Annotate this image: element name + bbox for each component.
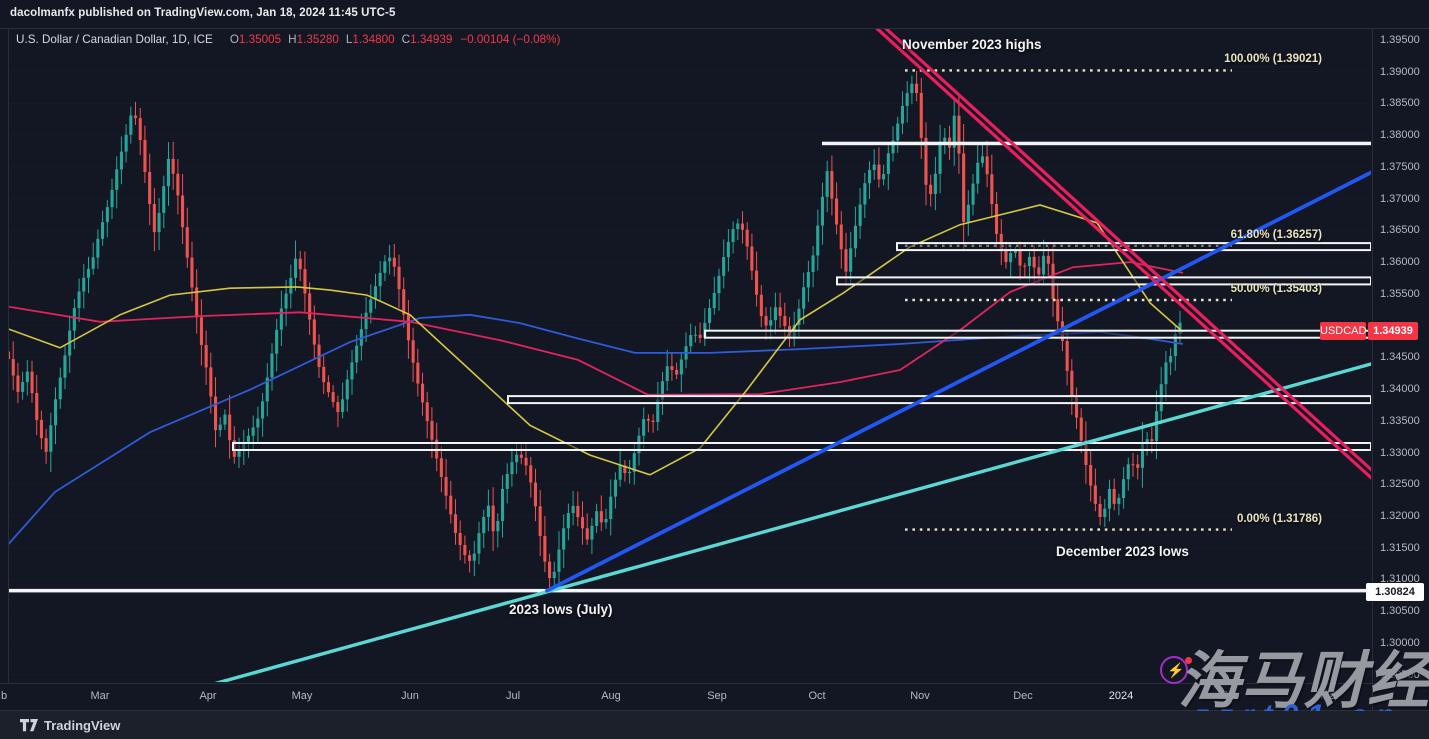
price-axis-label: 1.39000 (1380, 66, 1420, 78)
open-value: 1.35005 (238, 33, 282, 46)
fib-label-50: 50.00% (1.35403) (1230, 283, 1322, 295)
symbol-title: U.S. Dollar / Canadian Dollar, 1D, ICE (16, 33, 213, 46)
high-value: 1.35280 (296, 33, 339, 46)
time-axis[interactable]: b Mar Apr May Jun Jul Aug Sep Oct Nov Dec 2024 Feb Ma… (0, 684, 1429, 710)
time-axis-label: b (0, 690, 8, 702)
marked-level-badge: 1.30824 (1366, 583, 1424, 601)
time-axis-label: Mar (90, 690, 110, 702)
price-axis-label: 1.39500 (1380, 34, 1420, 46)
price-axis-label: 1.35500 (1380, 288, 1420, 300)
pane-border-right (1372, 28, 1373, 711)
price-axis-label: 1.31000 (1380, 573, 1420, 585)
last-price-badge: 1.34939 (1368, 322, 1418, 340)
pane-border-left (8, 28, 9, 684)
annotation-november-highs: November 2023 highs (902, 37, 1042, 52)
price-axis-label: 1.37000 (1380, 193, 1420, 205)
price-axis-label: 1.38500 (1380, 97, 1420, 109)
price-axis-label: 1.33500 (1380, 415, 1420, 427)
publish-attribution-text: dacolmanfx published on TradingView.com,… (10, 7, 396, 19)
price-axis-label: 1.34000 (1380, 383, 1420, 395)
time-axis-label: Dec (1013, 690, 1033, 702)
publish-bar: dacolmanfx published on TradingView.com,… (0, 0, 1429, 28)
price-axis-label: 1.36500 (1380, 224, 1420, 236)
time-axis-label: May (291, 690, 313, 702)
price-axis-label: 1.32500 (1380, 478, 1420, 490)
notification-dot-icon (1185, 657, 1192, 664)
open-label: O (229, 33, 239, 46)
time-axis-label: 2024 (1108, 690, 1134, 702)
time-axis-label: Mar (1320, 690, 1340, 702)
time-axis-label: Nov (910, 690, 930, 702)
price-axis-label: 1.38000 (1380, 129, 1420, 141)
high-label: H (288, 33, 297, 46)
change-value: −0.00104 (−0.08%) (460, 33, 561, 46)
time-axis-label: Sep (707, 690, 727, 702)
low-label: L (345, 33, 353, 46)
fib-label-61-8: 61.80% (1.36257) (1230, 229, 1322, 241)
low-value: 1.34800 (352, 33, 395, 46)
footer-bar: TradingView (0, 711, 1429, 739)
price-axis-label: 1.32000 (1380, 510, 1420, 522)
time-axis-label: Jun (401, 690, 419, 702)
time-axis-label: Oct (808, 690, 826, 702)
symbol-badge: USDCAD (1320, 322, 1366, 340)
pane-border-bottom (0, 683, 1429, 684)
close-value: 1.34939 (410, 33, 453, 46)
close-label: C (401, 33, 411, 46)
price-axis-label: 1.36000 (1380, 256, 1420, 268)
pane-border-top (0, 28, 1429, 29)
price-axis-label: 1.34500 (1380, 351, 1420, 363)
annotation-july-lows: 2023 lows (July) (509, 602, 613, 617)
price-axis-label: 1.33000 (1380, 447, 1420, 459)
time-axis-label: Feb (1220, 690, 1240, 702)
fib-label-0: 0.00% (1.31786) (1236, 513, 1322, 525)
price-axis-label: 1.37500 (1380, 161, 1420, 173)
time-axis-label: Aug (601, 690, 621, 702)
price-axis-label: 1.29500 (1380, 669, 1420, 681)
time-axis-label: Apr (199, 690, 217, 702)
symbol-legend[interactable]: U.S. Dollar / Canadian Dollar, 1D, ICE O1… (16, 33, 560, 46)
bolt-icon: ⚡ (1160, 656, 1188, 684)
fib-label-100: 100.00% (1.39021) (1224, 53, 1322, 65)
annotation-december-lows: December 2023 lows (1056, 544, 1189, 559)
price-axis-label: 1.31500 (1380, 542, 1420, 554)
watermark-chinese: 海马财经 (1178, 647, 1429, 716)
tradingview-brand[interactable]: TradingView (44, 718, 121, 733)
tradingview-logo-icon (20, 719, 38, 732)
axis-border-bottom (0, 710, 1429, 711)
price-axis[interactable]: 1.39500 1.39000 1.38500 1.38000 1.37500 1.370… (1373, 28, 1429, 683)
time-axis-label: Jul (505, 690, 521, 702)
price-axis-label: 1.30500 (1380, 605, 1420, 617)
price-axis-label: 1.30000 (1380, 637, 1420, 649)
